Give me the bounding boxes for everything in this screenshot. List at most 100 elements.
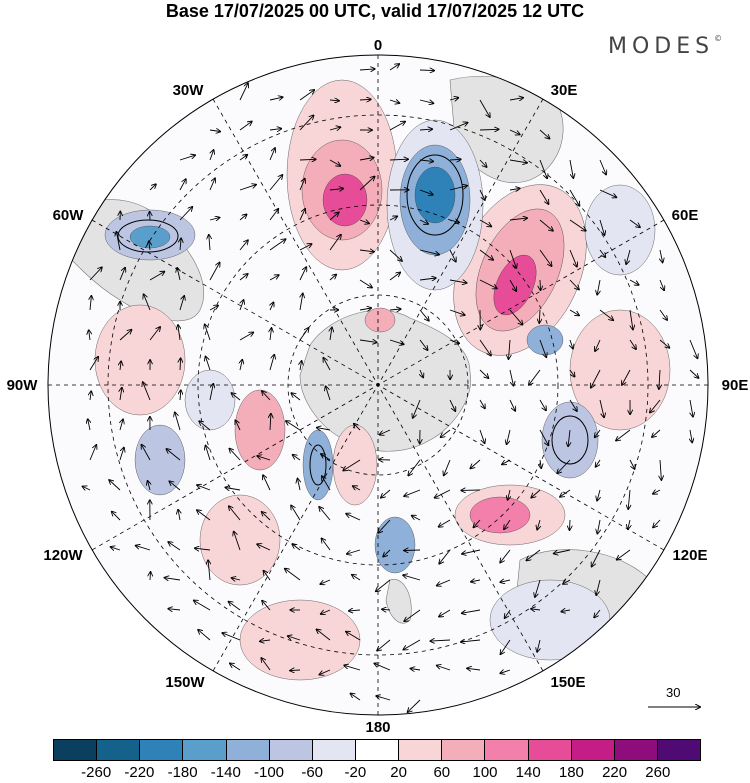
- wind-vector: [389, 309, 401, 310]
- wind-vector: [180, 238, 181, 251]
- wind-vector: [501, 639, 511, 654]
- wind-vector: [500, 549, 511, 563]
- wind-vector: [690, 399, 693, 417]
- wind-vector: [149, 272, 164, 281]
- wind-vector: [112, 512, 121, 521]
- wind-vector: [229, 449, 241, 461]
- wind-vector: [349, 610, 361, 611]
- wind-vector: [568, 429, 570, 446]
- colorbar-swatch: [613, 740, 657, 760]
- wind-vector: [599, 159, 606, 175]
- colorbar-swatch: [225, 740, 269, 760]
- wind-vector: [299, 209, 305, 221]
- wind-vector: [329, 159, 340, 166]
- wind-vector: [437, 666, 451, 671]
- wind-vector: [628, 519, 630, 529]
- wind-vector: [569, 249, 577, 267]
- colorbar-swatch: [484, 740, 528, 760]
- wind-vector: [462, 549, 481, 554]
- lon-label-90e: 90E: [722, 377, 749, 394]
- wind-vector: [403, 639, 421, 650]
- wind-vector: [597, 279, 600, 295]
- wind-vector: [500, 670, 511, 673]
- wind-vector: [300, 361, 302, 371]
- wind-vector: [149, 241, 150, 251]
- wind-vector: [449, 98, 458, 100]
- wind-vector: [195, 548, 211, 550]
- wind-vector: [403, 575, 421, 581]
- wind-vector: [178, 510, 180, 521]
- colorbar-swatch: [441, 740, 485, 760]
- wind-vector: [209, 306, 218, 311]
- colorbar-tick-label: 140: [515, 764, 541, 781]
- wind-vector: [439, 549, 451, 564]
- wind-vector: [660, 459, 661, 480]
- negative-anomaly: [541, 401, 599, 479]
- wind-vector: [269, 148, 275, 161]
- wind-vector: [376, 696, 391, 701]
- wind-vector: [570, 339, 573, 349]
- wind-vector: [689, 369, 699, 378]
- lon-label-150w: 150W: [165, 674, 205, 691]
- contour-line: [551, 415, 589, 465]
- colorbar: [53, 739, 701, 761]
- wind-vector: [597, 519, 600, 534]
- contour-line: [406, 154, 464, 236]
- wind-vector: [269, 175, 282, 191]
- wind-vector: [653, 490, 661, 494]
- wind-vector: [136, 546, 151, 551]
- positive-anomaly: [332, 424, 378, 506]
- wind-vector: [569, 309, 579, 315]
- wind-vector: [570, 519, 571, 530]
- wind-vector: [462, 609, 481, 613]
- wind-vector: [235, 420, 241, 431]
- wind-vector: [269, 129, 281, 130]
- colorbar-swatch: [96, 740, 140, 760]
- wind-vector: [120, 419, 123, 431]
- wind-vector: [239, 214, 247, 221]
- wind-vector: [479, 279, 497, 288]
- wind-vector: [208, 560, 210, 581]
- wind-vector: [329, 127, 340, 130]
- wind-vector: [322, 476, 331, 491]
- wind-vector: [507, 429, 511, 444]
- wind-vector: [329, 189, 343, 190]
- wind-vector: [150, 572, 151, 581]
- wind-vector: [660, 249, 663, 262]
- wind-vector: [232, 578, 241, 580]
- wind-vector: [479, 219, 491, 226]
- wind-vector: [449, 309, 465, 315]
- wind-vector: [467, 668, 481, 670]
- wind-vector: [180, 358, 181, 371]
- brand-name: MODES: [608, 34, 715, 59]
- wind-vector: [509, 160, 527, 163]
- wind-vector: [260, 640, 271, 641]
- wind-vector: [659, 309, 667, 320]
- lon-label-60e: 60E: [672, 207, 699, 224]
- wind-vector: [597, 489, 600, 501]
- negative-anomaly: [134, 424, 186, 496]
- wind-vector: [180, 390, 181, 401]
- wind-vector: [560, 489, 571, 497]
- wind-vector: [317, 629, 331, 641]
- wind-vector: [317, 428, 331, 430]
- wind-vector: [569, 219, 586, 231]
- wind-vector: [262, 512, 271, 521]
- wind-vector: [569, 279, 579, 290]
- wind-vector: [89, 445, 96, 461]
- wind-vector: [346, 632, 361, 641]
- wind-vector: [257, 456, 271, 461]
- wind-vector: [299, 179, 305, 191]
- wind-vector: [321, 609, 331, 614]
- wind-vector: [629, 339, 636, 349]
- wind-vector: [540, 279, 541, 290]
- lon-label-120w: 120W: [43, 547, 83, 564]
- wind-vector: [116, 232, 121, 251]
- wind-vector: [509, 369, 514, 386]
- wind-vector: [319, 507, 331, 521]
- colorbar-ticks: -260 -220 -180 -140 -100 -60 -20 20 60 100 140 180 2…: [53, 764, 701, 782]
- wind-vector: [449, 186, 467, 191]
- wind-vector: [175, 412, 181, 431]
- wind-vector: [509, 399, 515, 411]
- wind-vector: [89, 267, 102, 281]
